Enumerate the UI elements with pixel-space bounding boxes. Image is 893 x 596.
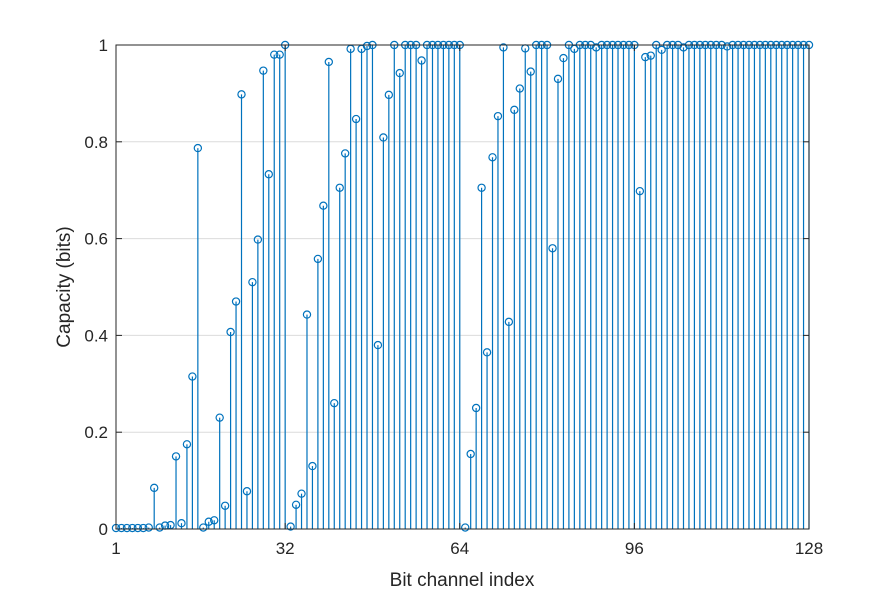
stem-marker <box>297 489 306 498</box>
stem-marker <box>210 516 219 525</box>
stem-marker <box>231 297 241 306</box>
stem-marker <box>226 327 235 337</box>
stem-marker <box>657 45 666 55</box>
y-tick-label: 0.4 <box>84 326 108 345</box>
y-tick-label: 0 <box>99 520 108 539</box>
stem-marker <box>270 50 279 59</box>
stem-marker <box>204 517 213 526</box>
stem-marker <box>330 398 339 408</box>
stem-marker <box>646 51 655 60</box>
stem-marker <box>591 43 601 52</box>
stem-marker <box>493 111 503 121</box>
stem-marker <box>188 372 197 381</box>
y-tick-label: 0.8 <box>84 133 108 152</box>
x-tick-label: 96 <box>625 539 644 558</box>
stem-marker <box>275 50 284 59</box>
stem-marker <box>482 348 492 357</box>
stem-marker <box>559 53 568 63</box>
stem-marker <box>351 114 361 124</box>
stem-marker <box>488 153 497 162</box>
stem-marker <box>242 487 252 496</box>
stem-marker <box>504 317 514 327</box>
x-axis-label: Bit channel index <box>390 570 535 591</box>
axes-box <box>115 44 810 530</box>
stem-marker <box>237 90 246 99</box>
stem-marker <box>553 74 563 84</box>
stem-marker <box>722 42 732 51</box>
stem-marker <box>548 244 557 253</box>
stem-marker <box>466 449 475 459</box>
stem-marker <box>286 522 295 531</box>
stem-marker <box>302 310 312 319</box>
stem-marker <box>515 84 524 93</box>
y-axis-ticks: 0 0.2 0.4 0.6 0.8 1 <box>84 36 809 539</box>
stem-marker <box>319 201 328 210</box>
stem-marker <box>253 235 263 244</box>
stem-marker <box>248 277 257 287</box>
stem-marker <box>510 105 519 115</box>
x-tick-label: 64 <box>450 539 469 558</box>
stem-marker <box>340 149 350 158</box>
stem-marker <box>384 90 394 100</box>
stem-marker <box>477 183 486 192</box>
stem-marker <box>128 523 137 533</box>
stem-marker <box>526 67 535 76</box>
x-tick-label: 32 <box>276 539 295 558</box>
stem-marker <box>259 66 268 75</box>
y-axis-label: Capacity (bits) <box>54 226 75 347</box>
plot-area <box>116 45 809 529</box>
stem-marker <box>264 170 273 179</box>
x-axis-ticks: 1 32 64 96 128 <box>111 45 823 558</box>
stem-marker <box>324 57 334 67</box>
stem-marker <box>215 413 224 422</box>
stem-marker <box>117 523 126 533</box>
stem-marker <box>155 523 164 532</box>
stem-marker <box>133 523 143 533</box>
stem-marker <box>199 523 208 532</box>
stem-marker <box>177 518 186 528</box>
stem-marker <box>182 440 192 449</box>
stem-marker <box>471 403 481 413</box>
stem-marker <box>149 483 159 493</box>
stem-marker <box>641 52 650 62</box>
stem-marker <box>220 501 230 510</box>
y-tick-label: 0.6 <box>84 230 108 249</box>
stem-marker <box>139 523 148 533</box>
stem-marker <box>362 41 372 51</box>
x-tick-label: 1 <box>111 539 120 558</box>
x-tick-label: 128 <box>795 539 823 558</box>
stem-marker <box>335 183 344 192</box>
stem-marker <box>171 452 181 461</box>
stem-marker <box>122 523 132 533</box>
stem-marker <box>144 523 153 532</box>
stem-marker <box>291 500 301 509</box>
y-tick-label: 0.2 <box>84 423 108 442</box>
stem-marker <box>635 186 645 196</box>
stem-marker <box>193 143 203 153</box>
y-tick-label: 1 <box>99 36 108 55</box>
stem-marker <box>461 523 470 532</box>
stem-marker <box>313 254 323 264</box>
stem-marker <box>308 461 317 471</box>
stem-marker <box>499 43 508 52</box>
stem-marker <box>395 68 404 78</box>
stem-marker <box>379 133 388 142</box>
stem-marker <box>417 56 426 65</box>
stem-marker <box>679 43 688 52</box>
stem-marker <box>373 340 383 350</box>
